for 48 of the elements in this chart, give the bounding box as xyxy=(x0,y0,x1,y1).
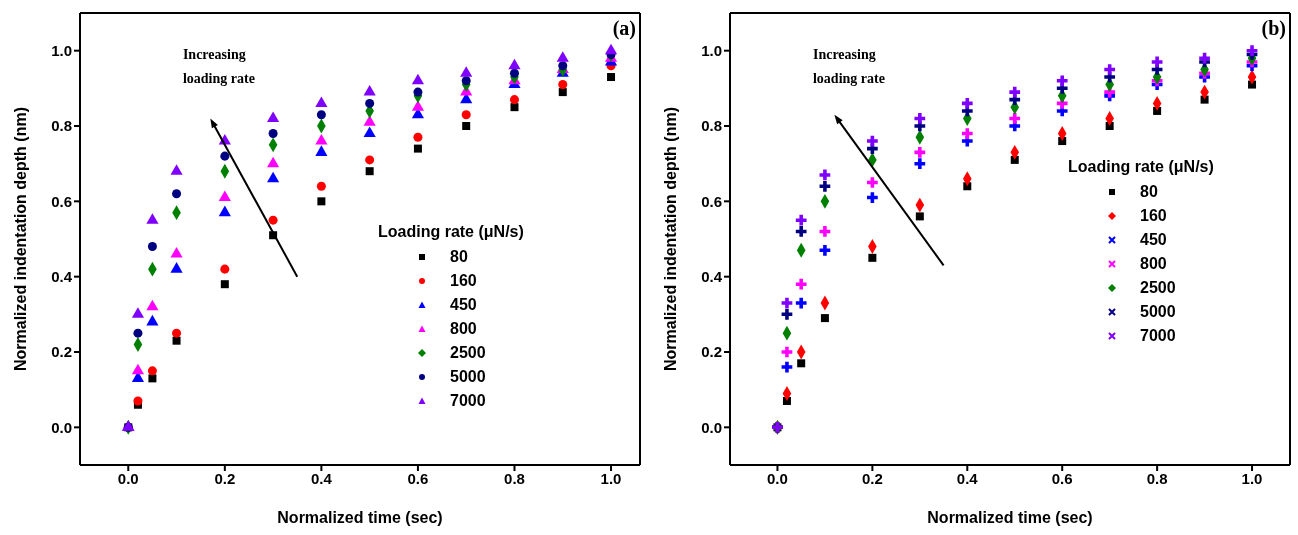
legend-label: 2500 xyxy=(1140,279,1176,297)
x-tick-label: 0.8 xyxy=(1146,469,1168,487)
x-tick-label: 0.6 xyxy=(1051,469,1073,487)
x-tick-label: 0.0 xyxy=(767,469,788,487)
y-tick-label: 0.8 xyxy=(701,117,722,135)
legend-label: 5000 xyxy=(450,368,486,386)
y-tick-label: 0.4 xyxy=(51,267,73,285)
y-tick-label: 1.0 xyxy=(701,41,722,59)
legend-label: 7000 xyxy=(450,392,486,410)
legend-label: 80 xyxy=(450,248,468,266)
legend-label: 80 xyxy=(1140,183,1158,201)
y-tick-label: 0.8 xyxy=(51,117,72,135)
y-tick-label: 0.0 xyxy=(701,418,722,436)
legend-label: 160 xyxy=(1140,207,1167,225)
x-tick-label: 0.2 xyxy=(214,469,236,487)
legend-label: 450 xyxy=(450,296,477,314)
y-tick-label: 0.6 xyxy=(701,192,722,210)
y-tick-label: 0.4 xyxy=(701,267,723,285)
legend-label: 7000 xyxy=(1140,327,1176,345)
y-tick-label: 1.0 xyxy=(51,41,72,59)
y-axis-title: Normalized indentation depth (nm) xyxy=(661,107,679,371)
x-tick-label: 0.4 xyxy=(310,469,333,487)
x-axis-title: Normalized time (sec) xyxy=(927,509,1093,526)
x-tick-label: 1.0 xyxy=(600,469,622,487)
legend-label: 5000 xyxy=(1140,303,1176,321)
legend-label: 2500 xyxy=(450,344,486,362)
y-tick-label: 0.0 xyxy=(51,418,72,436)
x-axis-title: Normalized time (sec) xyxy=(277,509,443,526)
legend-label: 160 xyxy=(450,272,477,290)
legend-label: 800 xyxy=(450,320,477,338)
annotation: Increasing loading rate xyxy=(812,46,886,88)
x-tick-label: 0.4 xyxy=(956,469,979,487)
x-tick-label: 1.0 xyxy=(1241,469,1263,487)
y-tick-label: 0.2 xyxy=(51,343,72,361)
legend-label: 450 xyxy=(1140,231,1167,249)
y-axis-title: Normalized indentation depth (nm) xyxy=(11,107,29,371)
x-tick-label: 0.8 xyxy=(504,469,525,487)
legend-label: 800 xyxy=(1140,255,1167,273)
legend-title: Loading rate (μN/s) xyxy=(1068,158,1214,176)
x-tick-label: 0.2 xyxy=(861,469,883,487)
legend-title: Loading rate (μN/s) xyxy=(378,223,524,241)
annotation: (a) xyxy=(612,17,636,40)
annotation: Increasing loading rate xyxy=(182,46,256,88)
y-tick-label: 0.2 xyxy=(701,343,722,361)
x-tick-label: 0.0 xyxy=(117,469,139,487)
annotation: (b) xyxy=(1261,17,1286,40)
y-tick-label: 0.6 xyxy=(51,192,72,210)
x-tick-label: 0.6 xyxy=(407,469,429,487)
